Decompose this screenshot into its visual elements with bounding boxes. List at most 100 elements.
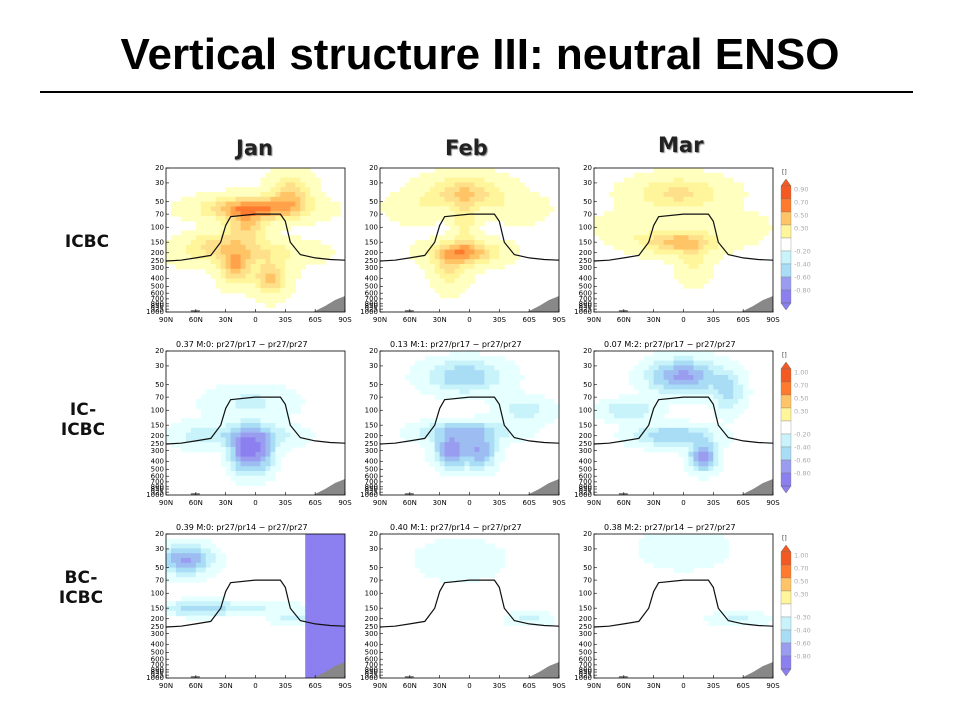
x-tick-label: 60N — [403, 316, 417, 324]
x-tick-label: 0 — [467, 316, 471, 324]
y-tick-label: 30 — [583, 362, 592, 370]
y-tick-label: 50 — [369, 381, 378, 389]
y-tick-label: 700 — [151, 295, 164, 303]
y-tick-label: 300 — [365, 264, 378, 272]
y-tick-label: 800 — [151, 483, 164, 491]
x-tick-label: 90S — [766, 682, 780, 690]
y-tick-label: 1000 — [360, 674, 378, 682]
y-tick-label: 600 — [365, 472, 378, 480]
y-tick-label: 800 — [365, 300, 378, 308]
y-tick-label: 100 — [365, 223, 378, 231]
orography-land — [404, 310, 414, 312]
y-tick-label: 700 — [365, 295, 378, 303]
y-tick-label: 400 — [151, 274, 164, 282]
y-tick-label: 500 — [365, 649, 378, 657]
y-tick-label: 30 — [369, 545, 378, 553]
tropopause-line — [380, 396, 559, 445]
y-tick-label: 300 — [579, 447, 592, 455]
y-tick-label: 500 — [579, 466, 592, 474]
y-tick-label: 1000 — [360, 491, 378, 499]
x-tick-label: 60N — [617, 499, 631, 507]
colorbar-level-label: 1.00 — [794, 369, 808, 377]
colorbar-segment — [780, 276, 792, 291]
x-tick-label: 90S — [338, 682, 352, 690]
colorbar-level-label: -0.40 — [794, 261, 811, 269]
colorbar-segment — [780, 394, 792, 409]
y-tick-label: 850 — [579, 485, 592, 493]
y-tick-label: 100 — [151, 589, 164, 597]
row-label-icbc: ICBC — [52, 232, 122, 252]
y-tick-label: 70 — [369, 576, 378, 584]
y-tick-label: 250 — [365, 257, 378, 265]
x-tick-label: 30S — [279, 499, 293, 507]
colorbar-arrow-top — [780, 361, 792, 370]
y-tick-label: 70 — [155, 393, 164, 401]
y-tick-label: 600 — [579, 655, 592, 663]
x-tick-label: 90N — [373, 316, 387, 324]
colorbar-segment — [780, 603, 792, 618]
colorbar-segment — [780, 616, 792, 631]
y-tick-label: 250 — [579, 623, 592, 631]
y-tick-label: 200 — [365, 249, 378, 257]
colorbar-segment — [780, 289, 792, 304]
orography-land — [618, 493, 628, 495]
y-tick-label: 200 — [579, 432, 592, 440]
orography-land — [190, 310, 200, 312]
column-label-jan: Jan — [236, 136, 273, 160]
row-label-line: BC- — [64, 568, 98, 588]
row-label-line: ICBC — [58, 588, 104, 608]
x-tick-label: 90S — [552, 316, 566, 324]
x-tick-label: 90S — [766, 316, 780, 324]
y-tick-label: 70 — [155, 576, 164, 584]
y-tick-label: 50 — [583, 198, 592, 206]
y-tick-label: 1000 — [146, 308, 164, 316]
y-tick-label: 200 — [579, 249, 592, 257]
y-tick-label: 300 — [151, 264, 164, 272]
colorbar-level-label: 0.50 — [794, 578, 808, 586]
y-tick-label: 850 — [365, 485, 378, 493]
orography-land — [527, 296, 559, 312]
y-tick-label: 200 — [151, 249, 164, 257]
y-tick-label: 150 — [579, 421, 592, 429]
colorbar-level-label: 0.50 — [794, 212, 808, 220]
y-tick-label: 500 — [579, 283, 592, 291]
y-tick-label: 20 — [583, 530, 592, 538]
x-tick-label: 0 — [467, 499, 471, 507]
x-tick-label: 30N — [647, 682, 661, 690]
y-tick-label: 500 — [151, 283, 164, 291]
x-tick-label: 60S — [522, 316, 536, 324]
colorbar-level-label: 0.50 — [794, 395, 808, 403]
x-tick-label: 0 — [253, 499, 257, 507]
y-tick-label: 150 — [579, 238, 592, 246]
y-tick-label: 150 — [151, 238, 164, 246]
x-tick-label: 90N — [587, 499, 601, 507]
x-tick-label: 90N — [373, 682, 387, 690]
colorbar-segment — [780, 224, 792, 239]
x-tick-label: 30S — [493, 316, 507, 324]
y-tick-label: 700 — [151, 478, 164, 486]
colorbar-arrow-bottom — [780, 302, 792, 311]
column-label-feb: Feb — [445, 136, 488, 160]
colorbar-segment — [780, 250, 792, 265]
y-tick-label: 500 — [365, 466, 378, 474]
x-tick-label: 60S — [308, 316, 322, 324]
x-tick-label: 90S — [552, 682, 566, 690]
panel-caption: 0.13 M:1: pr27/pr17 − pr27/pr27 — [390, 340, 522, 349]
x-tick-label: 90N — [373, 499, 387, 507]
colorbar-segment — [780, 551, 792, 566]
colorbar-row-0: [] 0.90 0.70 0.50 0.30 -0.20 -0.40 -0.60 -0.80 — [780, 169, 811, 311]
panel-field — [166, 351, 345, 495]
orography-land — [404, 493, 414, 495]
orography-land — [527, 662, 559, 678]
orography-land — [741, 479, 773, 495]
colorbar-segment — [780, 564, 792, 579]
panel-field — [380, 168, 559, 312]
y-tick-label: 250 — [151, 440, 164, 448]
y-tick-label: 20 — [583, 164, 592, 172]
y-tick-label: 150 — [365, 238, 378, 246]
y-tick-label: 925 — [579, 305, 592, 313]
